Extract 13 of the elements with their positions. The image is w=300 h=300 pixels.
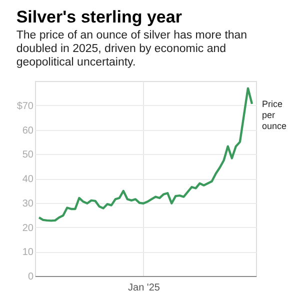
- line-series: [38, 87, 254, 222]
- y-tick-label: 0: [28, 272, 34, 282]
- chart-subtitle: The price of an ounce of silver has more than doubled in 2025, driven by economic and geopolitical uncertainty.: [16, 30, 248, 68]
- y-tick-label: 40: [22, 174, 34, 185]
- y-tick-label: 50: [22, 150, 34, 161]
- chart-title: Silver's sterling year: [16, 8, 182, 26]
- y-tick-label: 10: [22, 247, 34, 258]
- y-tick-label: 30: [22, 198, 34, 210]
- y-tick-label: 60: [22, 125, 34, 136]
- series-label: Price per ounce: [262, 98, 287, 131]
- y-tick-label: $70: [16, 100, 34, 112]
- y-tick-label: 20: [22, 222, 34, 234]
- x-tick-label: Jan '25: [128, 282, 160, 294]
